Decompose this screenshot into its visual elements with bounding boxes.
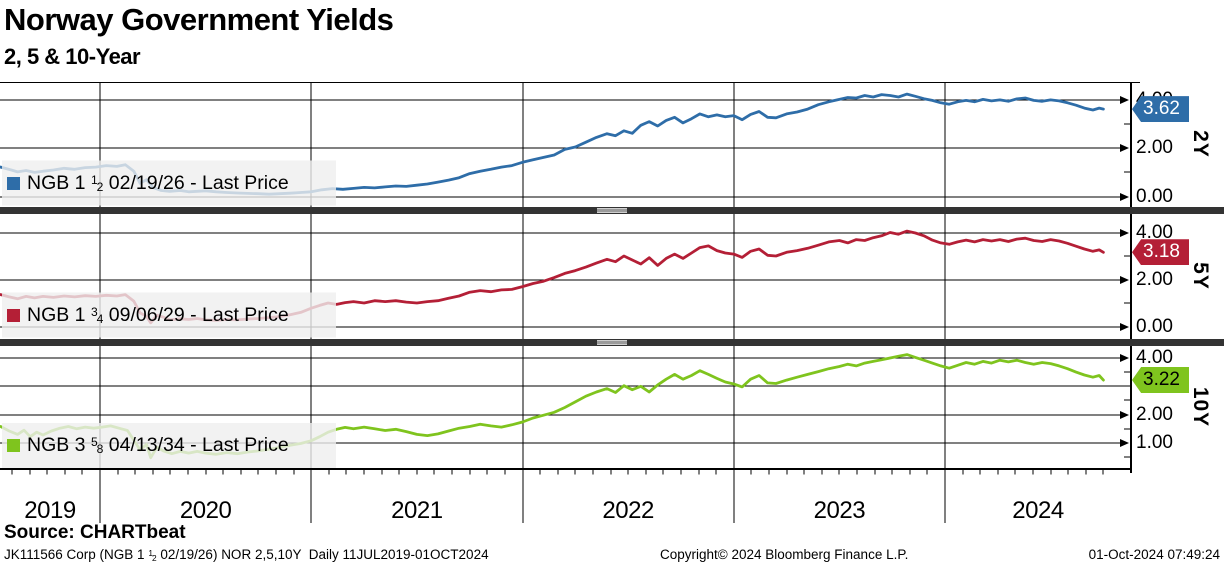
legend-swatch-2y-icon <box>7 176 20 190</box>
chart-subtitle: 2, 5 & 10-Year <box>4 44 141 69</box>
legend-label-10y: NGB 3 58 04/13/34 - Last Price <box>27 434 289 457</box>
panel-label-2y: 2Y <box>1189 130 1212 159</box>
legend-2y-bond[interactable]: NGB 1 12 02/19/26 - Last Price <box>7 172 289 195</box>
panel-resize-handle-2[interactable] <box>0 338 1224 346</box>
axis-ticks <box>11 123 1131 523</box>
series-lines <box>0 92 1105 460</box>
legend-swatch-10y-icon <box>7 439 20 452</box>
source-line: Source: CHARTbeat <box>4 522 186 543</box>
legend-swatch-5y-icon <box>7 308 20 322</box>
panel-resize-handle-1[interactable] <box>0 206 1224 214</box>
chart-title: Norway Government Yields <box>4 2 394 37</box>
gridlines <box>0 82 1131 469</box>
legend-backdrops <box>2 160 336 468</box>
resize-grip-icon <box>597 207 627 213</box>
legend-10y-bond[interactable]: NGB 3 58 04/13/34 - Last Price <box>7 434 289 457</box>
gridline-arrows <box>1120 96 1129 447</box>
footer-timestamp: 01-Oct-2024 07:49:24 <box>1088 547 1220 562</box>
last-price-tag-10y: 3.22 <box>1132 367 1189 394</box>
legend-label-5y: NGB 1 34 09/06/29 - Last Price <box>27 303 289 326</box>
legend-5y-bond[interactable]: NGB 1 34 09/06/29 - Last Price <box>7 304 289 327</box>
resize-grip-icon <box>597 339 627 345</box>
last-price-tag-5y: 3.18 <box>1132 239 1189 266</box>
panel-label-5y: 5Y <box>1189 262 1212 290</box>
legend-label-2y: NGB 1 12 02/19/26 - Last Price <box>27 171 289 194</box>
footer-security-info: JK111566 Corp (NGB 1 12 02/19/26) NOR 2,… <box>4 547 489 563</box>
footer-copyright: Copyright© 2024 Bloomberg Finance L.P. <box>660 547 909 562</box>
axis-frame <box>0 82 1140 473</box>
panel-label-10y: 10Y <box>1189 387 1212 428</box>
last-price-tag-2y: 3.62 <box>1132 96 1189 123</box>
